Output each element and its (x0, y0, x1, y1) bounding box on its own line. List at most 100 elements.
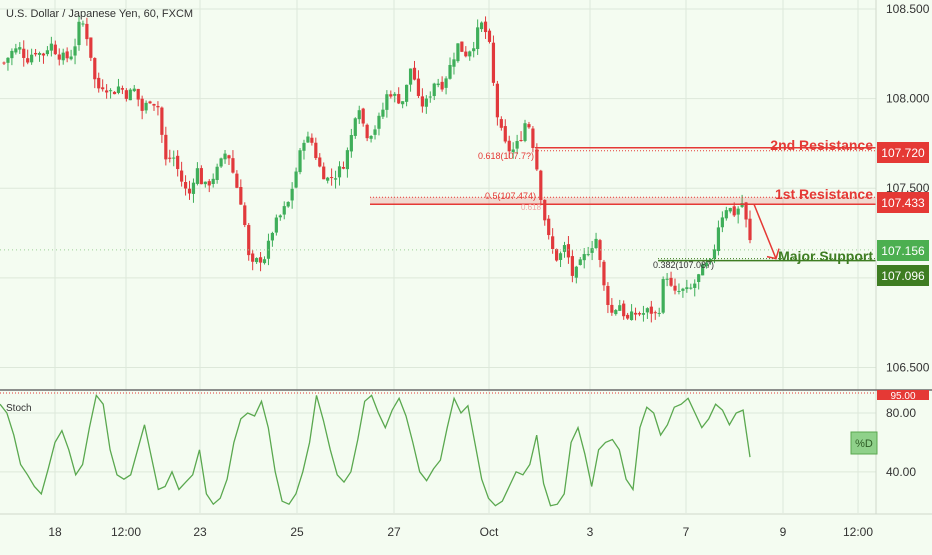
stoch-legend-badge: %D (850, 431, 878, 455)
candle-body (373, 129, 377, 135)
time-tick-label: 7 (683, 525, 690, 539)
candle-body (140, 98, 144, 111)
candles-layer (2, 15, 752, 323)
candle-body (255, 258, 259, 263)
candle-body (629, 311, 634, 321)
candle-body (412, 67, 417, 80)
candle-body (247, 225, 251, 256)
stoch-upper-band-label: 95.00 (890, 391, 915, 402)
candle-body (310, 137, 314, 143)
price-tick-label: 108.000 (886, 92, 930, 106)
candle-body (322, 166, 326, 180)
candle-body (65, 51, 69, 59)
candle-body (274, 217, 278, 233)
first-resistance-label: 1st Resistance (775, 186, 873, 202)
candle-body (239, 187, 243, 205)
candle-body (606, 285, 610, 305)
stoch-legend-label: %D (855, 438, 873, 450)
candle-body (314, 142, 318, 159)
major-support-label: Major Support (778, 248, 873, 264)
candle-body (97, 77, 101, 89)
candle-body (539, 170, 543, 200)
fib-0382-label: 0.382(107.087) (653, 260, 714, 270)
candle-body (278, 215, 282, 218)
candle-body (258, 257, 263, 263)
candle-body (653, 312, 657, 314)
candle-body (73, 46, 77, 56)
candle-body (377, 115, 381, 129)
candle-body (495, 83, 499, 118)
candle-body (349, 135, 353, 152)
candle-body (337, 166, 342, 178)
time-tick-label: Oct (480, 525, 499, 539)
price-tick-label: 108.500 (886, 2, 930, 16)
candle-body (424, 98, 428, 107)
time-tick-label: 18 (48, 525, 62, 539)
candle-body (53, 44, 57, 55)
candle-body (503, 126, 507, 142)
candle-body (507, 140, 511, 152)
candle-body (574, 266, 578, 278)
candle-body (511, 149, 515, 153)
candle-body (203, 181, 207, 185)
candle-body (116, 86, 121, 93)
first-resistance-price-badge: 107.433 (877, 192, 929, 213)
candle-body (444, 78, 448, 88)
candle-body (6, 57, 10, 63)
candle-body (428, 96, 432, 98)
fib-0618-label: 0.618(107.7?) (478, 151, 534, 161)
candle-body (527, 124, 531, 128)
candle-body (645, 308, 649, 313)
candle-body (610, 304, 614, 313)
candle-body (286, 201, 290, 207)
time-tick-label: 9 (780, 525, 787, 539)
candle-body (219, 158, 223, 167)
candle-body (160, 107, 164, 135)
candle-body (681, 288, 685, 291)
candle-body (152, 103, 156, 106)
candle-body (558, 253, 563, 260)
candle-body (207, 181, 211, 186)
candle-body (330, 177, 334, 179)
candle-body (144, 102, 148, 111)
candle-body (405, 84, 409, 102)
candle-body (57, 54, 61, 60)
candle-body (215, 166, 219, 180)
candle-body (460, 41, 464, 52)
candle-body (2, 62, 6, 64)
grid-layer (0, 0, 876, 513)
candle-body (361, 108, 365, 124)
candle-body (515, 141, 519, 149)
candle-body (341, 167, 346, 169)
candle-body (128, 89, 132, 101)
candle-body (701, 264, 705, 276)
candle-body (89, 37, 93, 58)
second-resistance-price-badge: 107.720 (877, 142, 929, 163)
candle-body (472, 48, 476, 52)
candle-body (136, 88, 140, 100)
candle-body (535, 149, 539, 170)
price-tick-label: 106.500 (886, 360, 930, 374)
candle-body (562, 245, 567, 252)
fib-05-label: 0.5(107.474) (485, 191, 536, 201)
candle-body (622, 303, 626, 317)
candle-body (483, 21, 488, 33)
candle-body (298, 150, 302, 173)
candle-body (736, 208, 740, 215)
candle-body (45, 50, 50, 55)
candle-body (697, 274, 701, 283)
candle-body (22, 48, 26, 58)
candle-body (294, 171, 298, 188)
candle-body (183, 182, 188, 189)
candle-body (614, 310, 618, 315)
candle-body (566, 244, 571, 258)
candle-body (689, 287, 693, 289)
candle-body (543, 199, 547, 221)
candle-body (385, 94, 389, 110)
candle-body (728, 207, 732, 212)
stoch-d-line (0, 393, 751, 507)
projection-arrow-head (766, 248, 780, 260)
first-resistance-price: 107.433 (881, 196, 925, 210)
